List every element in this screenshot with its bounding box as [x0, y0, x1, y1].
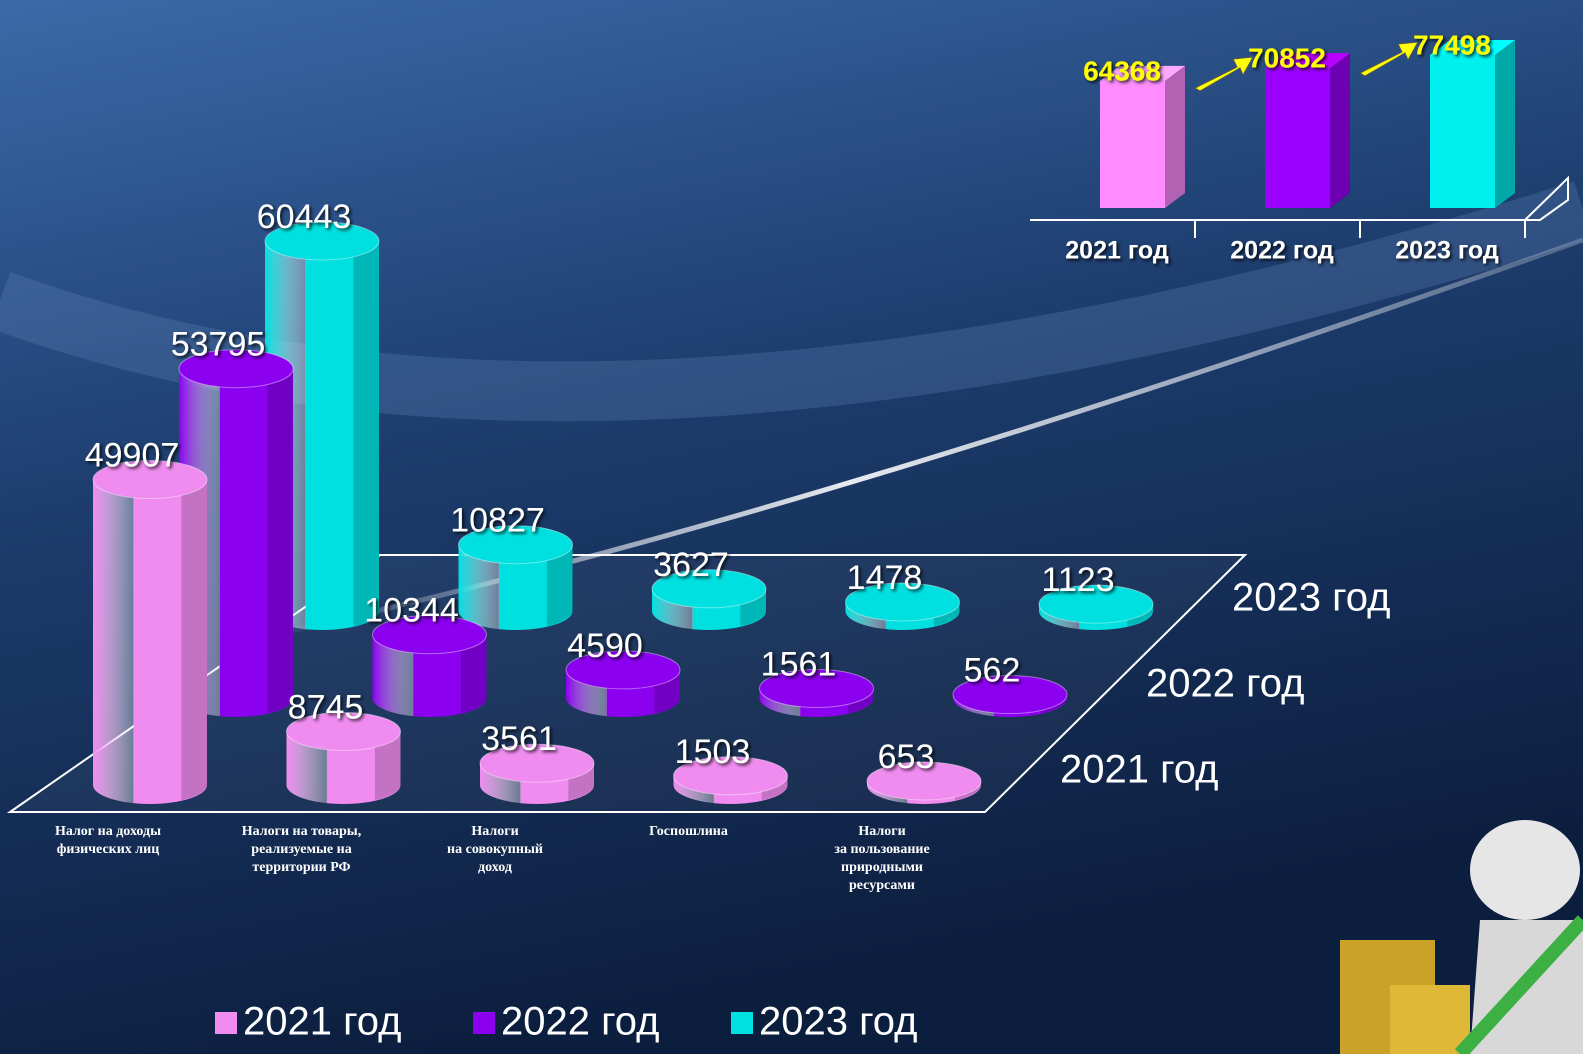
cylinder-top: [372, 615, 487, 655]
value-label: 8745: [288, 688, 364, 726]
cylinder-top: [92, 459, 208, 499]
cylinder-shade: [546, 544, 573, 627]
cylinder-shade: [267, 368, 293, 714]
inset-bar: [1100, 80, 1165, 208]
depth-label: 2021 год: [1060, 748, 1219, 792]
legend-label: 2021 год: [243, 1000, 402, 1044]
value-label: 10827: [450, 502, 545, 540]
depth-label: 2023 год: [1232, 576, 1391, 620]
cylinder-shade: [460, 634, 487, 714]
cylinder-body: [286, 731, 401, 804]
inset-value-label: 64368: [1083, 55, 1161, 86]
value-label: 3561: [481, 720, 557, 758]
figure-decoration: [1340, 820, 1583, 1054]
value-label: 60443: [257, 198, 352, 236]
category-label: Налог на доходы физических лиц: [54, 824, 162, 857]
cylinder-top: [264, 221, 380, 261]
legend-swatch: [215, 1012, 237, 1034]
inset-value-label: 70852: [1248, 43, 1326, 74]
inset-bar-side: [1495, 40, 1515, 208]
category-label: Налоги за пользование природными ресурса…: [834, 824, 930, 893]
cylinder-top: [866, 761, 982, 801]
cylinder-body: [458, 544, 573, 630]
value-label: 562: [964, 652, 1021, 690]
category-label: Налоги на товары, реализуемые на террито…: [241, 824, 362, 875]
cylinder-shade: [353, 241, 379, 627]
category-label: Налоги на совокупный доход: [447, 824, 543, 875]
cylinder-top: [759, 668, 874, 708]
legend-label: 2023 год: [759, 1000, 918, 1044]
cylinder-top: [845, 582, 960, 622]
inset-category-label: 2022 год: [1230, 237, 1334, 265]
value-label: 1503: [675, 733, 751, 771]
value-label: 1561: [761, 645, 837, 683]
value-label: 49907: [85, 436, 180, 474]
value-label: 4590: [567, 627, 643, 665]
cylinder-body: [372, 634, 487, 717]
inset-category-label: 2023 год: [1395, 237, 1499, 265]
inset-category-label: 2021 год: [1065, 237, 1169, 265]
arrow: [1358, 41, 1419, 77]
legend-swatch: [473, 1012, 495, 1034]
inset-bar-side: [1330, 53, 1350, 208]
legend-label: 2022 год: [501, 1000, 660, 1044]
cylinder-body: [93, 479, 207, 804]
inset-value-label: 77498: [1413, 29, 1491, 60]
arrow: [1193, 56, 1254, 92]
inset-bar: [1430, 55, 1495, 208]
inset-bar-top: [1100, 65, 1185, 81]
cylinder-body: [265, 241, 379, 630]
cylinder-top: [952, 675, 1068, 715]
cylinder-shade: [181, 479, 207, 801]
glow-line: [249, 237, 1583, 643]
value-label: 653: [878, 738, 935, 776]
depth-label: 2022 год: [1146, 662, 1305, 706]
cylinder-top: [565, 650, 681, 690]
cylinder-top: [1038, 584, 1154, 624]
cylinder-shade: [374, 731, 401, 801]
value-label: 10344: [364, 592, 459, 630]
legend-swatch: [731, 1012, 753, 1034]
cylinder-top: [178, 349, 294, 389]
value-label: 3627: [653, 546, 729, 584]
cylinder-top: [673, 756, 788, 796]
inset-bar-top: [1430, 40, 1515, 55]
value-label: 1123: [1041, 561, 1114, 599]
value-label: 53795: [171, 326, 266, 364]
cylinder-top: [479, 743, 595, 783]
cylinder-top: [651, 569, 767, 609]
cylinder-top: [458, 525, 573, 565]
value-label: 1478: [847, 559, 923, 597]
cylinder-body: [179, 368, 293, 717]
category-label: Госпошлина: [649, 824, 728, 839]
inset-bar-side: [1165, 65, 1185, 208]
swoosh: [0, 181, 1583, 422]
cylinder-top: [286, 711, 401, 751]
inset-bar-top: [1265, 53, 1350, 69]
inset-floor: [1030, 175, 1569, 221]
inset-bar: [1265, 68, 1330, 209]
